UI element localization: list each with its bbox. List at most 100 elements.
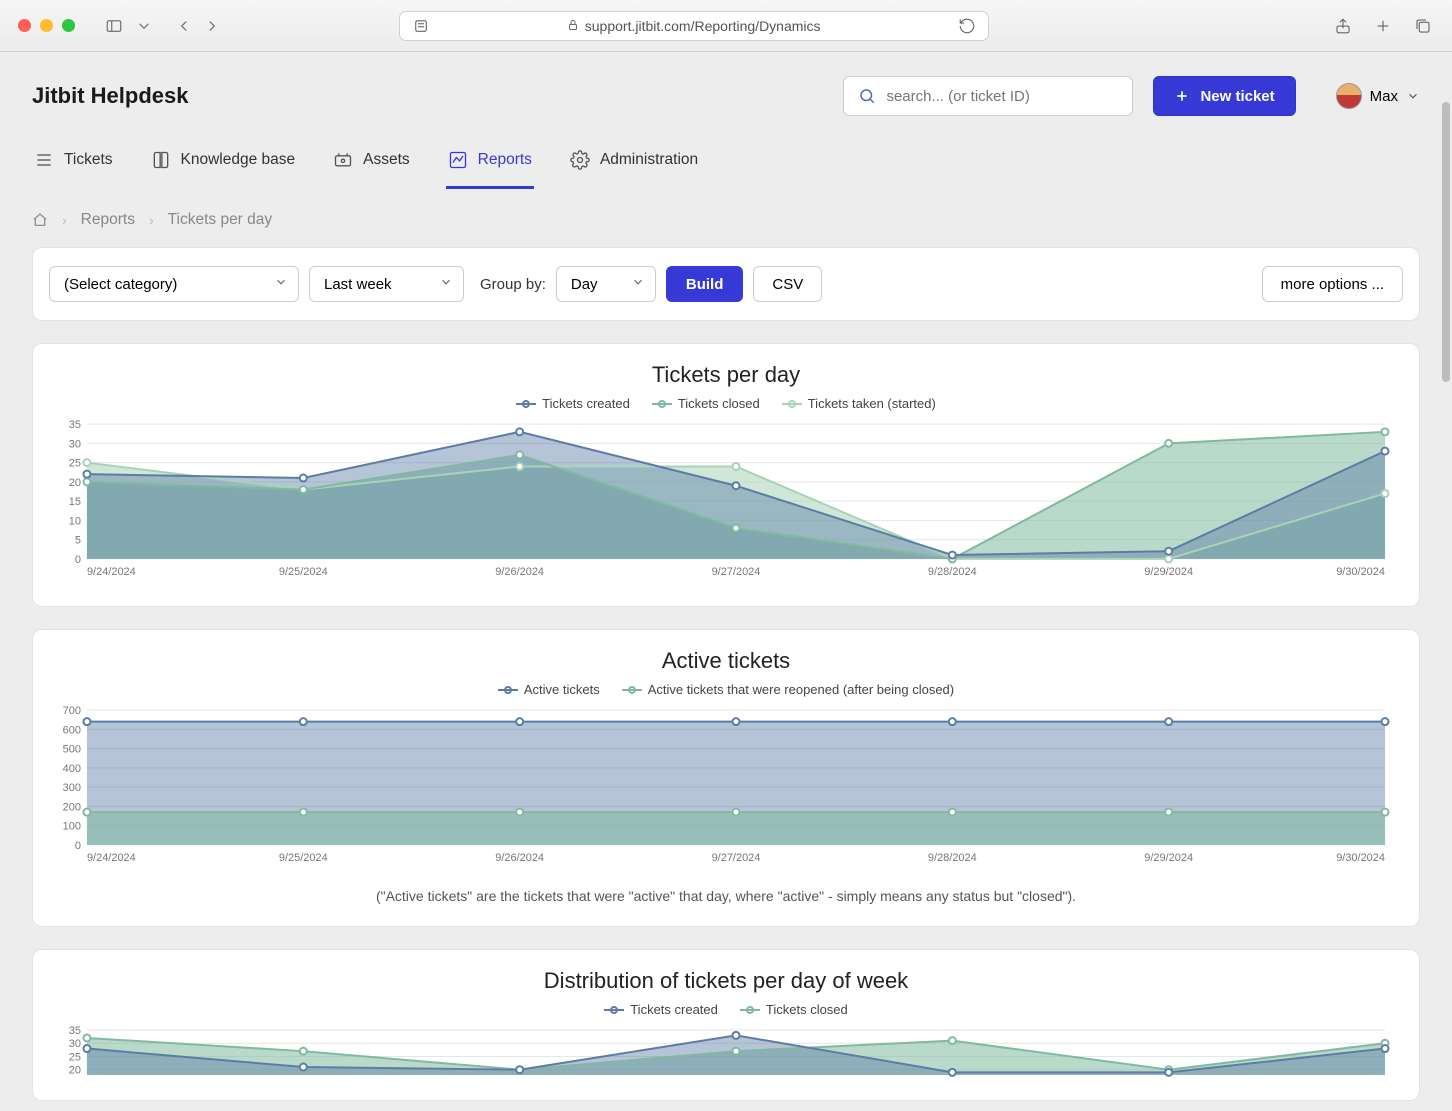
breadcrumb: › Reports › Tickets per day <box>32 211 1420 229</box>
user-menu[interactable]: Max <box>1336 83 1420 109</box>
tab-knowledge-base[interactable]: Knowledge base <box>149 140 298 189</box>
svg-text:9/25/2024: 9/25/2024 <box>279 852 328 864</box>
chart-area: 051015202530359/24/20249/25/20249/26/202… <box>57 419 1395 579</box>
new-tab-icon[interactable] <box>1372 15 1394 37</box>
reader-icon[interactable] <box>410 15 432 37</box>
breadcrumb-current: Tickets per day <box>168 211 273 229</box>
chart-legend: Active tickets Active tickets that were r… <box>57 682 1395 697</box>
search-input[interactable] <box>886 88 1118 105</box>
chart-active-tickets: Active tickets Active tickets Active tick… <box>32 629 1420 927</box>
chart-tickets-per-day: Tickets per day Tickets createdTickets c… <box>32 343 1420 607</box>
tab-assets[interactable]: Assets <box>331 140 412 189</box>
close-window-icon[interactable] <box>18 19 31 32</box>
chevron-right-icon: › <box>62 212 67 228</box>
brand-title: Jitbit Helpdesk <box>32 83 188 109</box>
groupby-select[interactable]: Day <box>556 266 656 302</box>
chevron-right-icon: › <box>149 212 154 228</box>
chart-title: Distribution of tickets per day of week <box>57 968 1395 994</box>
breadcrumb-reports[interactable]: Reports <box>81 211 135 229</box>
minimize-window-icon[interactable] <box>40 19 53 32</box>
svg-text:9/24/2024: 9/24/2024 <box>87 852 136 864</box>
sidebar-toggle-icon[interactable] <box>103 15 125 37</box>
svg-text:15: 15 <box>69 496 81 508</box>
svg-text:200: 200 <box>63 801 81 813</box>
legend-item[interactable]: Tickets created <box>604 1002 718 1017</box>
reload-icon[interactable] <box>956 15 978 37</box>
user-name: Max <box>1370 88 1398 105</box>
svg-text:9/29/2024: 9/29/2024 <box>1144 566 1193 578</box>
gear-icon <box>570 150 590 170</box>
chart-legend: Tickets created Tickets closed <box>57 1002 1395 1017</box>
chevron-down-icon <box>1406 89 1420 103</box>
svg-text:600: 600 <box>63 724 81 736</box>
reports-icon <box>448 150 468 170</box>
chart-legend: Tickets created Tickets closed Tickets tak… <box>57 396 1395 411</box>
groupby-label: Group by: <box>480 276 546 293</box>
svg-text:9/29/2024: 9/29/2024 <box>1144 852 1193 864</box>
svg-text:9/30/2024: 9/30/2024 <box>1336 852 1385 864</box>
tickets-icon <box>34 150 54 170</box>
more-options-button[interactable]: more options ... <box>1262 266 1403 302</box>
svg-text:9/28/2024: 9/28/2024 <box>928 852 977 864</box>
chevron-down-icon <box>274 275 288 293</box>
home-icon[interactable] <box>32 212 48 228</box>
legend-item[interactable]: Tickets created <box>516 396 630 411</box>
chevron-down-icon <box>439 275 453 293</box>
svg-text:700: 700 <box>63 705 81 717</box>
svg-text:9/24/2024: 9/24/2024 <box>87 566 136 578</box>
chevron-down-icon <box>631 275 645 293</box>
maximize-window-icon[interactable] <box>62 19 75 32</box>
svg-text:35: 35 <box>69 419 81 431</box>
legend-item[interactable]: Tickets closed <box>652 396 760 411</box>
browser-chrome: support.jitbit.com/Reporting/Dynamics <box>0 0 1452 52</box>
filter-panel: (Select category) Last week Group by: Da… <box>32 247 1420 321</box>
share-icon[interactable] <box>1332 15 1354 37</box>
legend-item[interactable]: Tickets closed <box>740 1002 848 1017</box>
svg-text:35: 35 <box>69 1025 81 1037</box>
back-button[interactable] <box>173 15 195 37</box>
svg-text:9/28/2024: 9/28/2024 <box>928 566 977 578</box>
svg-text:9/26/2024: 9/26/2024 <box>495 852 544 864</box>
svg-text:500: 500 <box>63 744 81 756</box>
legend-item[interactable]: Active tickets that were reopened (after… <box>622 682 954 697</box>
svg-text:9/25/2024: 9/25/2024 <box>279 566 328 578</box>
svg-text:9/27/2024: 9/27/2024 <box>712 852 761 864</box>
url-bar[interactable]: support.jitbit.com/Reporting/Dynamics <box>399 11 989 41</box>
tabs-icon[interactable] <box>1412 15 1434 37</box>
search-icon <box>858 87 876 105</box>
tab-tickets[interactable]: Tickets <box>32 140 115 189</box>
tab-reports[interactable]: Reports <box>446 140 534 189</box>
svg-text:0: 0 <box>75 840 81 852</box>
new-ticket-button[interactable]: New ticket <box>1153 76 1295 116</box>
svg-text:5: 5 <box>75 535 81 547</box>
url-text: support.jitbit.com/Reporting/Dynamics <box>585 18 821 34</box>
build-button[interactable]: Build <box>666 266 744 302</box>
svg-text:30: 30 <box>69 1038 81 1050</box>
svg-text:25: 25 <box>69 458 81 470</box>
svg-text:100: 100 <box>63 821 81 833</box>
plus-icon <box>1174 88 1190 104</box>
toolbar-dropdown-icon[interactable] <box>133 15 155 37</box>
new-ticket-label: New ticket <box>1200 88 1274 105</box>
forward-button[interactable] <box>201 15 223 37</box>
window-controls <box>18 19 75 32</box>
csv-button[interactable]: CSV <box>753 266 822 302</box>
legend-item[interactable]: Tickets taken (started) <box>782 396 936 411</box>
date-range-select[interactable]: Last week <box>309 266 464 302</box>
lock-icon <box>567 18 579 34</box>
category-select[interactable]: (Select category) <box>49 266 299 302</box>
book-icon <box>151 150 171 170</box>
svg-text:0: 0 <box>75 554 81 566</box>
search-box[interactable] <box>843 76 1133 116</box>
chart-title: Tickets per day <box>57 362 1395 388</box>
scrollbar[interactable] <box>1440 52 1450 1111</box>
svg-text:30: 30 <box>69 438 81 450</box>
svg-text:9/30/2024: 9/30/2024 <box>1336 566 1385 578</box>
legend-item[interactable]: Active tickets <box>498 682 600 697</box>
svg-text:9/27/2024: 9/27/2024 <box>712 566 761 578</box>
svg-text:9/26/2024: 9/26/2024 <box>495 566 544 578</box>
svg-text:300: 300 <box>63 782 81 794</box>
chart-area: 20253035 <box>57 1025 1395 1095</box>
tab-administration[interactable]: Administration <box>568 140 700 189</box>
svg-text:20: 20 <box>69 477 81 489</box>
